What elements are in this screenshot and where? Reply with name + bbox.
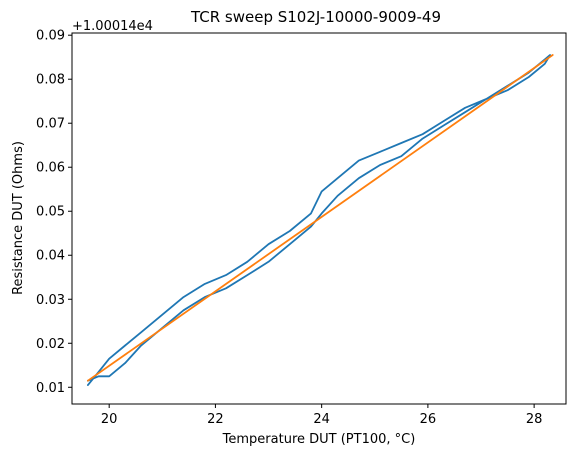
- y-tick-label: 0.04: [36, 249, 65, 264]
- x-axis-title: Temperature DUT (PT100, °C): [222, 432, 416, 447]
- y-tick-label: 0.07: [36, 117, 65, 132]
- y-axis: 0.01 0.02 0.03 0.04 0.05 0.06 0.07 0.08 0.09: [36, 29, 72, 396]
- y-tick-label: 0.03: [36, 293, 65, 308]
- y-offset-label: +1.00014e4: [72, 19, 153, 34]
- plot-area: [87, 54, 554, 387]
- y-tick-label: 0.08: [36, 73, 65, 88]
- x-tick-label: 22: [207, 412, 224, 427]
- x-tick-label: 20: [101, 412, 118, 427]
- y-tick-label: 0.02: [36, 337, 65, 352]
- x-tick-label: 28: [526, 412, 543, 427]
- y-tick-label: 0.01: [36, 381, 65, 396]
- chart-title: TCR sweep S102J-10000-9009-49: [190, 8, 441, 26]
- x-tick-label: 26: [420, 412, 437, 427]
- y-axis-title: Resistance DUT (Ohms): [11, 141, 26, 295]
- x-tick-label: 24: [313, 412, 330, 427]
- series-line-2: [87, 54, 554, 382]
- series-line-1: [87, 54, 551, 387]
- y-tick-label: 0.06: [36, 161, 65, 176]
- x-axis: 20 22 24 26 28: [101, 404, 542, 427]
- y-tick-label: 0.05: [36, 205, 65, 220]
- y-tick-label: 0.09: [36, 29, 65, 44]
- plot-frame: [71, 32, 567, 405]
